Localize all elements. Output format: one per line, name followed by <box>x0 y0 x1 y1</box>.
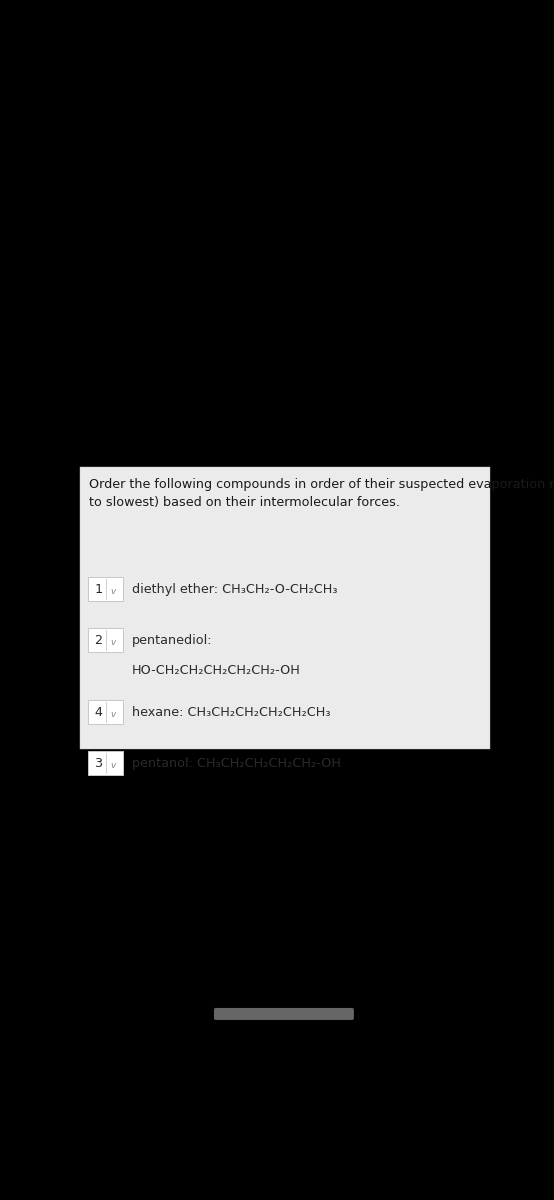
Text: v: v <box>110 709 116 719</box>
FancyBboxPatch shape <box>88 577 123 601</box>
Text: v: v <box>110 637 116 647</box>
FancyBboxPatch shape <box>88 751 123 775</box>
Text: 4: 4 <box>94 706 102 719</box>
FancyBboxPatch shape <box>88 701 123 725</box>
Text: 1: 1 <box>94 583 102 596</box>
Text: 2: 2 <box>94 634 102 647</box>
Text: Order the following compounds in order of their suspected evaporation rates (fas: Order the following compounds in order o… <box>89 479 554 509</box>
FancyBboxPatch shape <box>88 628 123 653</box>
Text: v: v <box>110 587 116 595</box>
FancyBboxPatch shape <box>80 468 490 749</box>
FancyBboxPatch shape <box>214 1008 354 1020</box>
Text: hexane: CH₃CH₂CH₂CH₂CH₂CH₃: hexane: CH₃CH₂CH₂CH₂CH₂CH₃ <box>131 706 330 719</box>
Text: HO-CH₂CH₂CH₂CH₂CH₂-OH: HO-CH₂CH₂CH₂CH₂CH₂-OH <box>131 664 300 677</box>
Text: diethyl ether: CH₃CH₂-O-CH₂CH₃: diethyl ether: CH₃CH₂-O-CH₂CH₃ <box>131 583 337 596</box>
Text: v: v <box>110 761 116 769</box>
Text: 3: 3 <box>94 757 102 769</box>
Text: pentanol: CH₃CH₂CH₂CH₂CH₂-OH: pentanol: CH₃CH₂CH₂CH₂CH₂-OH <box>131 757 341 769</box>
Text: pentanediol:: pentanediol: <box>131 634 212 647</box>
